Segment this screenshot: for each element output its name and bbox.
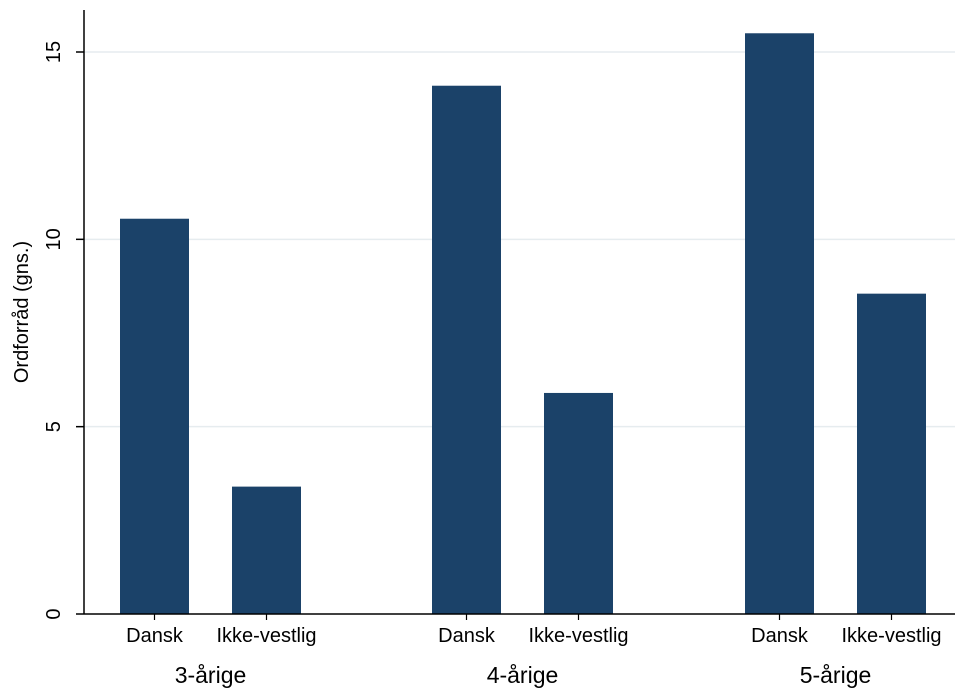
bars	[120, 33, 926, 615]
y-tick-label: 10	[43, 228, 65, 250]
y-tick-label: 15	[43, 41, 65, 63]
category-label: Ikke-vestlig	[216, 625, 316, 647]
bar-5-årige-Ikke-vestlig	[857, 293, 926, 614]
category-label: Dansk	[126, 625, 184, 647]
bar-4-årige-Dansk	[432, 85, 501, 615]
bar-4-årige-Ikke-vestlig	[544, 392, 613, 614]
gridlines	[84, 51, 955, 428]
bar-3-årige-Ikke-vestlig	[232, 486, 301, 614]
bar-5-årige-Dansk	[745, 33, 814, 615]
y-tick-label: 5	[43, 421, 65, 432]
y-axis-title: Ordforråd (gns.)	[11, 241, 33, 383]
axes: Ordforråd (gns.)	[11, 10, 955, 615]
y-ticks: 0 5 10 15	[43, 41, 84, 620]
category-label: Ikke-vestlig	[841, 625, 941, 647]
group-label: 5-årige	[800, 662, 872, 688]
bar-3-årige-Dansk	[120, 218, 189, 614]
category-label: Dansk	[438, 625, 496, 647]
y-tick-label: 0	[43, 608, 65, 619]
group-label: 3-årige	[175, 662, 247, 688]
category-label: Dansk	[751, 625, 809, 647]
x-labels: Dansk Ikke-vestlig 3-årige Dansk Ikke-vestli…	[126, 614, 942, 688]
category-label: Ikke-vestlig	[528, 625, 628, 647]
group-label: 4-årige	[487, 662, 559, 688]
